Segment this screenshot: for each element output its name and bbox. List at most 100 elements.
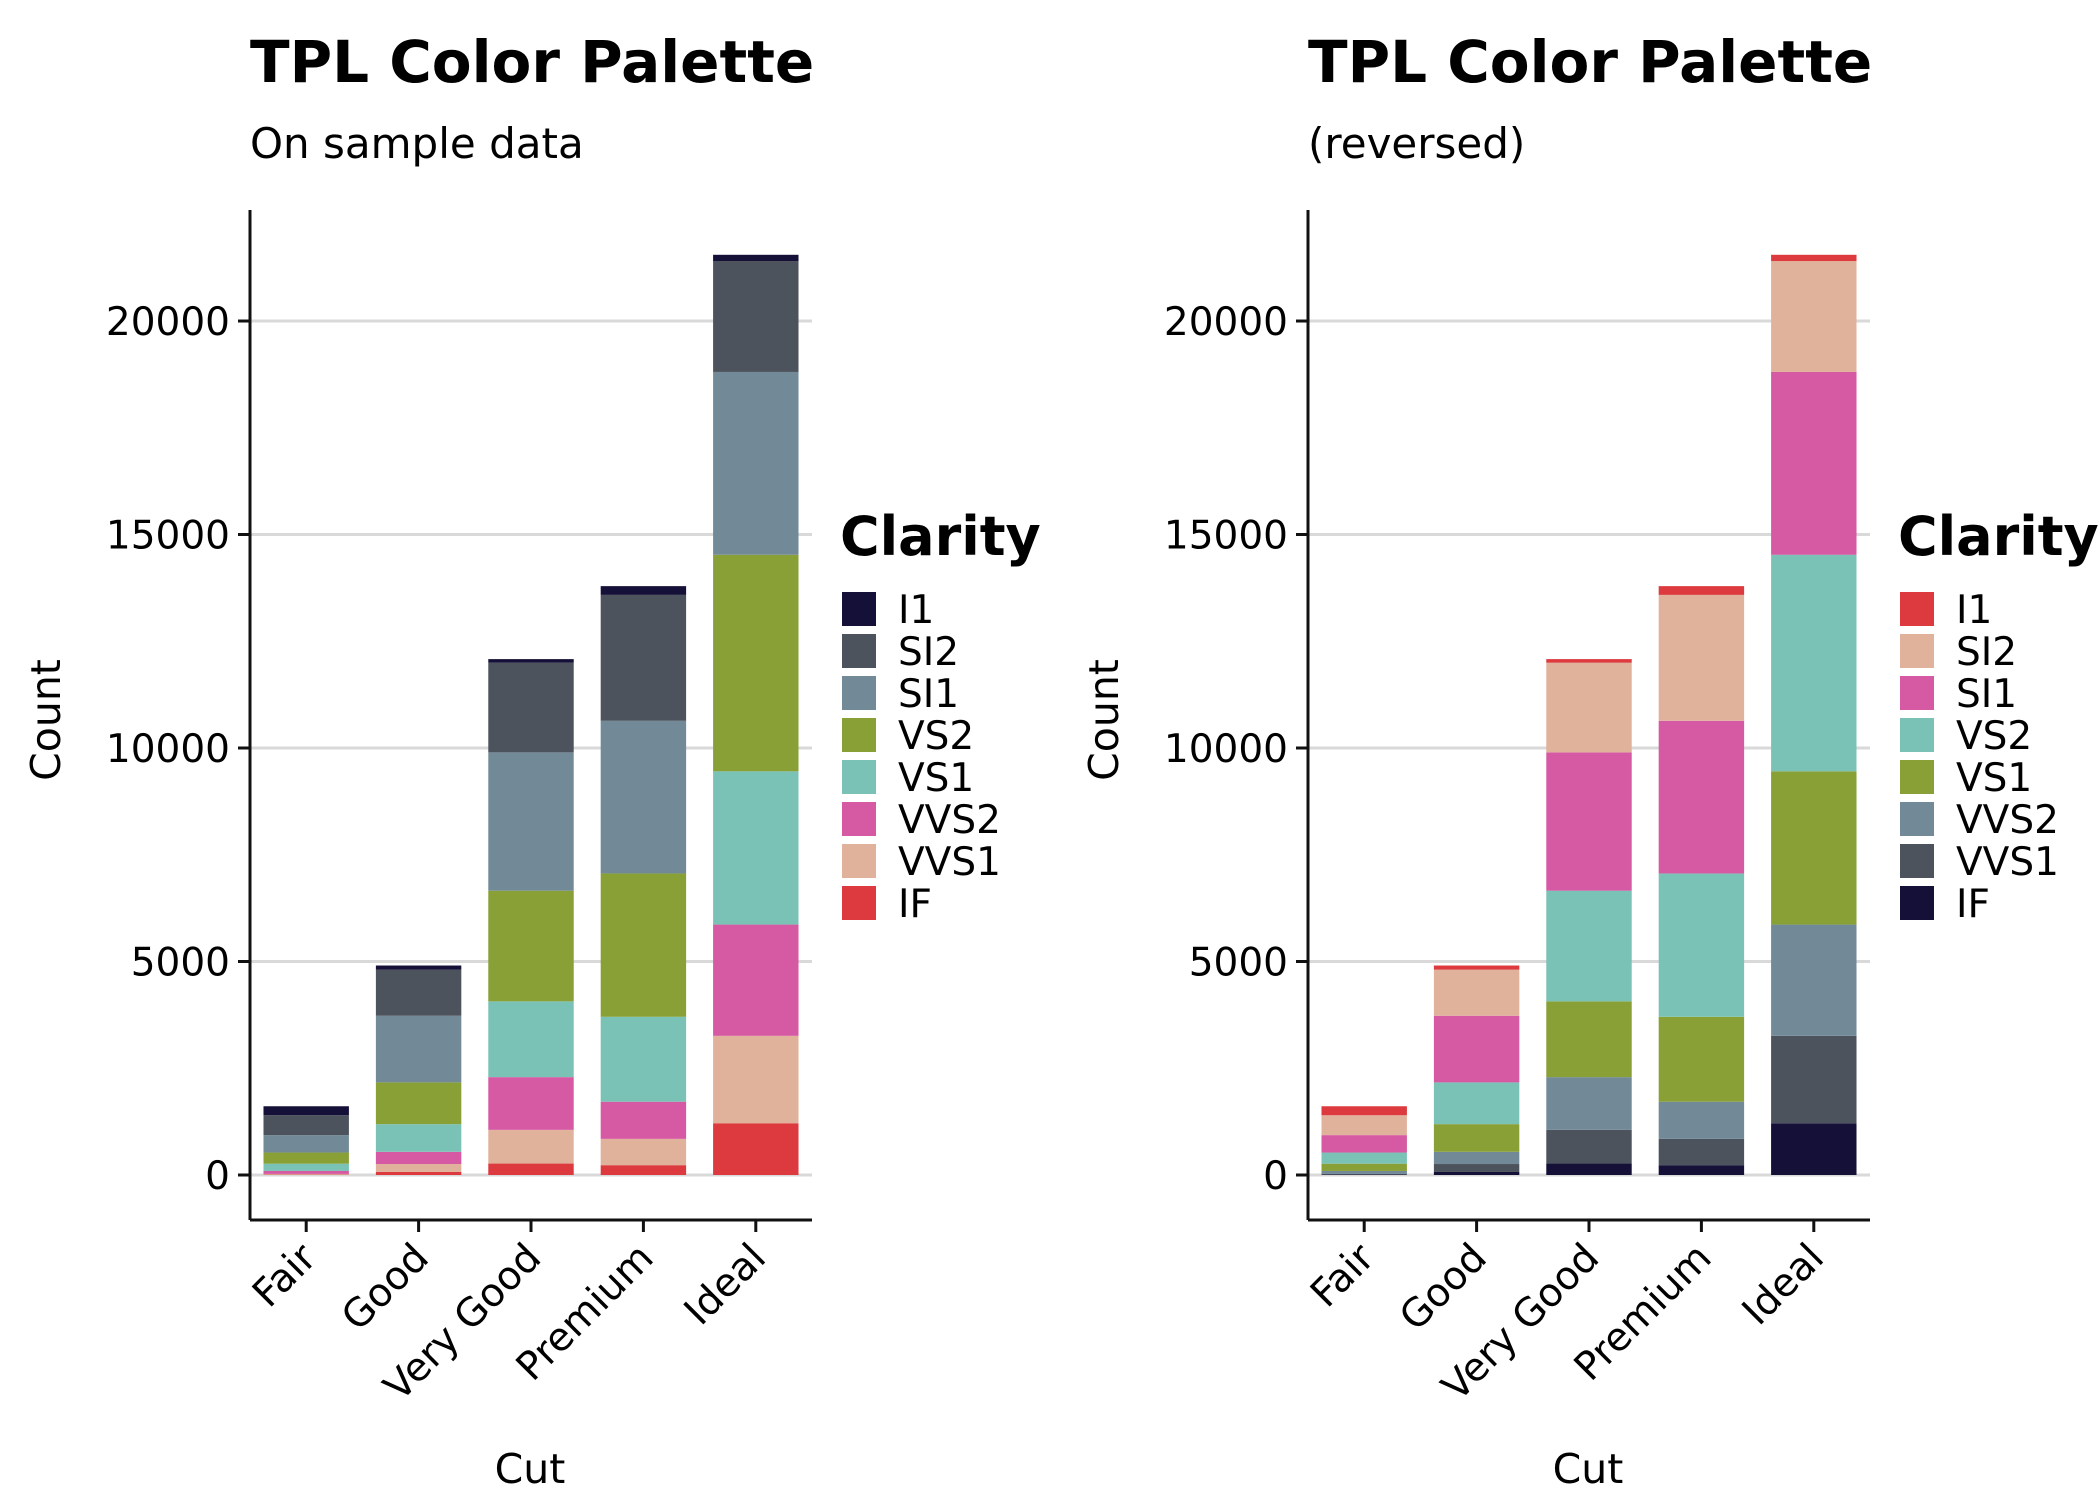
bar-segment [1771,771,1857,925]
legend-swatch [842,592,876,626]
bar-segment [1321,1152,1407,1164]
bar-segment [1546,1001,1632,1078]
chart-subtitle: On sample data [250,119,584,168]
bar-segment [1433,1082,1520,1125]
bar-segment [1433,965,1520,970]
bar-segment [1771,1035,1857,1124]
bar-segment [1771,371,1857,555]
bar-segment [375,969,462,1016]
bar-segment [263,1115,349,1136]
bar-segment [1658,594,1745,721]
bar-segment [1546,662,1632,753]
legend-label: IF [898,882,932,927]
bar-segment [600,1165,687,1175]
chart-title: TPL Color Palette [250,28,814,96]
legend-label: VVS1 [1956,840,2059,885]
legend-swatch [1900,802,1934,836]
bar-segment [713,371,799,555]
y-tick-label: 5000 [1189,941,1288,986]
x-tick-label: Fair [1302,1235,1384,1317]
bar-segment [600,873,687,1017]
bar-segment [713,1123,799,1175]
x-axis-title: Cut [1553,1445,1624,1493]
legend-label: VVS2 [898,798,1001,843]
bar-segment [600,1101,687,1139]
legend-swatch [1900,592,1934,626]
bar-segment [1433,1124,1520,1152]
x-axis-title: Cut [495,1445,566,1493]
legend-swatch [1900,844,1934,878]
bar-segment [488,1163,574,1175]
bar-segment [600,1016,687,1102]
y-tick-label: 20000 [106,300,230,345]
bar-segment [1771,261,1857,372]
bar-segment [713,261,799,372]
bar-segment [713,554,799,772]
bar-segment [600,594,687,721]
legend-label: SI1 [898,672,959,717]
bar-segment [713,1035,799,1124]
bar-segment [375,1151,462,1165]
bar-segment [1546,659,1632,663]
y-tick-label: 15000 [1164,514,1288,559]
bar-segment [263,1170,349,1174]
bar-segment [1658,873,1745,1017]
y-tick-label: 5000 [131,941,230,986]
chart-right: TPL Color Palette (reversed) Count Cut C… [1080,28,2099,1493]
y-tick-label: 10000 [1164,727,1288,772]
bar-segment [1658,1138,1745,1166]
bar-segment [263,1135,349,1153]
y-tick-label: 0 [1263,1154,1288,1199]
bar-segment [713,254,799,262]
chart-panel-left: TPL Color Palette On sample data Count C… [22,28,1041,1493]
bar-segment [713,924,799,1036]
bar-segment [263,1173,349,1175]
bar-segment [1546,1077,1632,1130]
bar-segment [1658,1101,1745,1139]
y-tick-label: 0 [205,1154,230,1199]
x-tick-label: Good [1391,1235,1495,1339]
bar-segment [375,1124,462,1152]
legend-swatch [1900,676,1934,710]
legend-label: VS2 [898,714,974,759]
legend-label: VS1 [1956,756,2032,801]
legend-label: I1 [898,588,934,633]
bar-segment [1546,752,1632,891]
bar-segment [1658,1165,1745,1175]
bar-segment [1771,554,1857,772]
bar-segment [488,752,574,891]
bar-segment [263,1163,349,1171]
legend-label: VS2 [1956,714,2032,759]
legend-swatch [842,634,876,668]
y-axis-title: Count [22,659,70,781]
legend-swatch [1900,760,1934,794]
bar-segment [1433,1015,1520,1083]
bar-segment [375,1015,462,1083]
chart-panel-right: TPL Color Palette (reversed) Count Cut C… [1058,0,2100,1500]
chart-title: TPL Color Palette [1308,28,1872,96]
bar-segment [600,586,687,595]
legend-swatch [1900,718,1934,752]
legend-swatch [1900,886,1934,920]
legend-swatch [842,760,876,794]
bar-segment [1433,1171,1520,1175]
bar-segment [488,1001,574,1078]
y-axis-title: Count [1080,659,1128,781]
bar-segment [1546,1163,1632,1175]
y-tick-label: 20000 [1164,300,1288,345]
bar-segment [1771,1123,1857,1175]
bar-segment [375,965,462,970]
bar-segment [600,1138,687,1166]
legend-label: IF [1956,882,1990,927]
y-tick-label: 10000 [106,727,230,772]
bar-segment [1321,1163,1407,1171]
legend-swatch [842,802,876,836]
bar-segment [600,720,687,874]
bar-segment [1321,1173,1407,1175]
legend-swatch [842,844,876,878]
bar-segment [1321,1170,1407,1174]
bar-segment [1321,1135,1407,1153]
bar-segment [375,1082,462,1125]
